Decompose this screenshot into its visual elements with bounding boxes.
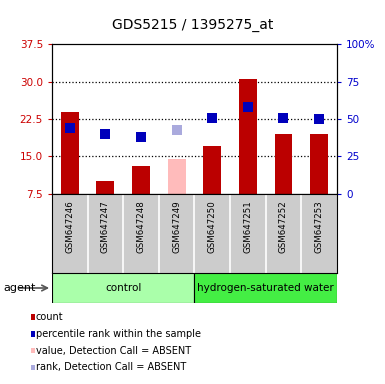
Text: GSM647251: GSM647251 (243, 200, 252, 253)
Text: GSM647246: GSM647246 (65, 200, 74, 253)
Bar (97, 182, 114, 194)
Text: GDS5215 / 1395275_at: GDS5215 / 1395275_at (112, 18, 273, 32)
Bar (61, 112, 79, 194)
Text: GSM647252: GSM647252 (279, 200, 288, 253)
Bar (168, 159, 186, 194)
Bar (310, 134, 328, 194)
Text: rank, Detection Call = ABSENT: rank, Detection Call = ABSENT (36, 362, 186, 372)
Text: value, Detection Call = ABSENT: value, Detection Call = ABSENT (36, 346, 191, 356)
Text: GSM647249: GSM647249 (172, 200, 181, 253)
Text: GSM647248: GSM647248 (137, 200, 146, 253)
Text: GSM647253: GSM647253 (315, 200, 323, 253)
Bar (194, 273, 337, 303)
Bar (275, 134, 292, 194)
Text: percentile rank within the sample: percentile rank within the sample (36, 329, 201, 339)
Text: GSM647247: GSM647247 (101, 200, 110, 253)
Text: hydrogen-saturated water: hydrogen-saturated water (197, 283, 334, 293)
Bar (239, 79, 257, 194)
Text: count: count (36, 312, 64, 322)
Bar (132, 167, 150, 194)
Bar (52, 273, 194, 303)
Text: control: control (105, 283, 141, 293)
Bar (203, 147, 221, 194)
Text: agent: agent (4, 283, 36, 293)
Text: GSM647250: GSM647250 (208, 200, 217, 253)
